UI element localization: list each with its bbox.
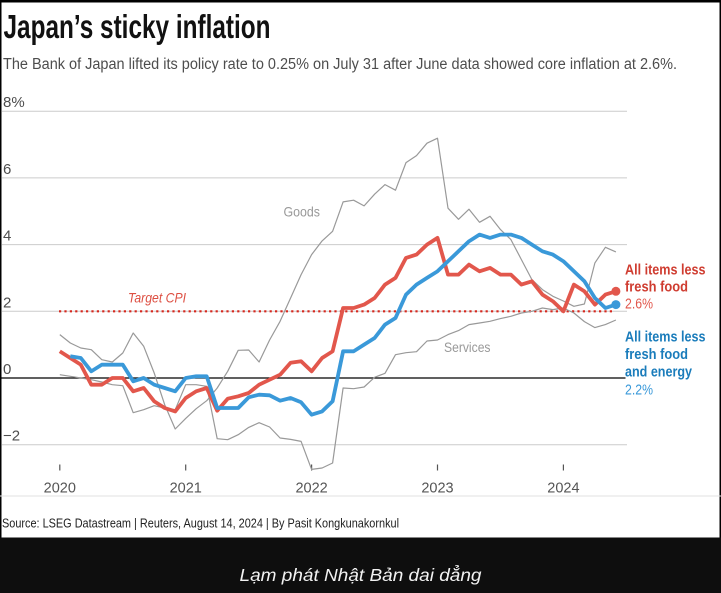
svg-text:Goods: Goods — [284, 204, 321, 220]
svg-text:Services: Services — [444, 339, 491, 355]
svg-text:Lạm phát Nhật Bản dai dẳng: Lạm phát Nhật Bản dai dẳng — [240, 564, 482, 585]
svg-text:0: 0 — [3, 361, 11, 378]
svg-text:8%: 8% — [3, 94, 25, 111]
svg-text:and energy: and energy — [625, 365, 692, 381]
svg-text:Japan’s sticky inflation: Japan’s sticky inflation — [4, 9, 271, 46]
svg-text:2022: 2022 — [295, 481, 327, 497]
svg-text:fresh food: fresh food — [625, 280, 688, 296]
svg-text:2024: 2024 — [547, 481, 579, 497]
svg-text:Source: LSEG Datastream | Reut: Source: LSEG Datastream | Reuters, Augus… — [2, 517, 399, 531]
svg-text:2020: 2020 — [44, 481, 76, 497]
svg-text:2: 2 — [3, 294, 11, 311]
svg-text:−2: −2 — [3, 428, 20, 445]
svg-text:All items less: All items less — [625, 263, 706, 279]
svg-text:Target CPI: Target CPI — [128, 290, 186, 306]
svg-text:All items less: All items less — [625, 330, 706, 346]
svg-text:2.2%: 2.2% — [625, 383, 653, 399]
svg-text:2.6%: 2.6% — [625, 297, 653, 313]
svg-text:2023: 2023 — [421, 481, 453, 497]
svg-text:The Bank of Japan lifted its p: The Bank of Japan lifted its policy rate… — [3, 56, 677, 73]
svg-text:fresh food: fresh food — [625, 347, 688, 363]
svg-text:6: 6 — [3, 161, 11, 178]
svg-text:2021: 2021 — [170, 481, 202, 497]
svg-text:4: 4 — [3, 228, 11, 245]
